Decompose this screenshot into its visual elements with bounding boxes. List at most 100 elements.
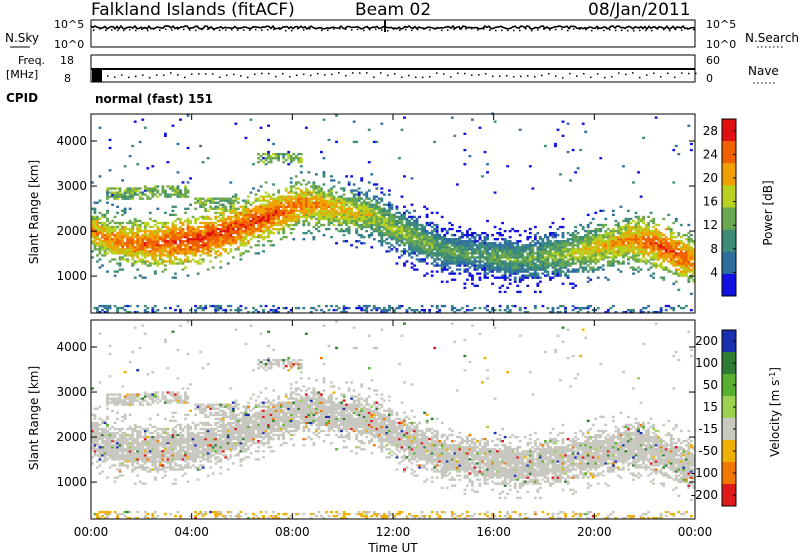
power-cell: [357, 187, 361, 190]
power-cell: [375, 199, 379, 202]
power-cell: [242, 238, 245, 241]
power-cell: [123, 197, 127, 200]
power-cell: [108, 260, 112, 263]
power-cell: [559, 260, 562, 263]
power-cell: [340, 227, 343, 231]
nave-dot: [107, 75, 109, 77]
power-cell: [252, 223, 255, 227]
power-cell: [531, 187, 535, 190]
power-cell: [116, 233, 119, 237]
power-cell: [141, 118, 145, 121]
power-cell: [511, 262, 515, 265]
power-cell: [360, 211, 364, 215]
power-cell: [239, 219, 243, 223]
power-cell: [649, 240, 653, 243]
power-cell: [174, 225, 177, 229]
power-cell: [143, 229, 147, 233]
power-cell: [342, 219, 346, 223]
power-cell: [146, 189, 150, 192]
power-cell: [360, 217, 364, 221]
power-cell: [453, 262, 457, 265]
power-cell: [277, 215, 281, 219]
power-cell: [420, 250, 424, 253]
power-cell: [516, 252, 520, 255]
power-cell: [398, 229, 401, 233]
power-cell: [642, 254, 645, 257]
power-cell: [101, 244, 104, 247]
power-cell: [601, 254, 605, 257]
power-cell: [423, 225, 427, 229]
power-cell: [609, 240, 613, 243]
power-cell: [282, 213, 286, 217]
power-cell: [493, 266, 497, 269]
power-cell: [327, 191, 331, 194]
power-cell: [372, 195, 376, 198]
power-cell: [257, 215, 260, 219]
power-cell: [289, 177, 293, 180]
power-cell: [393, 225, 396, 229]
power-cell: [199, 215, 203, 219]
power-cell: [234, 211, 238, 215]
power-cell: [146, 221, 150, 225]
power-cell: [229, 238, 233, 241]
power-cell: [128, 238, 132, 241]
power-cell: [395, 231, 399, 235]
power-cell: [604, 250, 608, 253]
power-cell: [443, 233, 447, 237]
power-cell: [622, 233, 625, 237]
power-cell: [357, 195, 361, 198]
power-cell: [647, 244, 650, 247]
power-cell: [375, 223, 379, 227]
power-cell: [345, 217, 348, 221]
power-cell: [229, 233, 233, 237]
power-cell: [322, 197, 326, 200]
power-cell: [259, 215, 263, 219]
power-cell: [556, 242, 560, 245]
power-cell: [491, 242, 494, 245]
power-cell: [330, 217, 333, 221]
power-cell: [365, 225, 369, 229]
power-cell: [493, 262, 497, 265]
power-cell: [445, 229, 449, 233]
power-cell: [491, 268, 494, 271]
power-cell: [516, 256, 520, 259]
power-cell: [317, 193, 321, 196]
power-cell: [647, 223, 650, 227]
power-cell: [463, 260, 467, 263]
power-cell: [302, 215, 306, 219]
power-cell: [221, 211, 225, 215]
power-cell: [219, 231, 223, 235]
power-cell: [601, 238, 605, 241]
power-cell: [385, 225, 389, 229]
power-cell: [370, 173, 374, 176]
power-cell: [385, 227, 389, 231]
power-cell: [184, 231, 187, 235]
power-cell: [335, 209, 338, 212]
power-cell: [473, 256, 477, 259]
power-cell: [564, 256, 567, 259]
power-cell: [292, 227, 296, 231]
power-cell: [549, 276, 552, 279]
power-cell: [156, 254, 160, 257]
power-cell: [292, 215, 296, 219]
power-cell: [465, 260, 469, 263]
power-cell: [471, 254, 474, 257]
power-cell: [604, 217, 608, 221]
noise-search-dot: [669, 29, 671, 32]
power-cell: [503, 252, 507, 255]
power-cell: [619, 238, 623, 241]
power-cell: [544, 248, 547, 251]
power-cell: [325, 203, 328, 206]
power-cell: [153, 238, 157, 241]
power-cell: [224, 242, 228, 245]
power-cell: [204, 304, 208, 308]
power-cell: [118, 250, 122, 253]
power-cell: [216, 240, 220, 243]
power-cell: [169, 185, 172, 188]
power-cell: [589, 250, 593, 253]
power-cell: [257, 227, 260, 231]
power-cell: [589, 304, 593, 308]
power-cell: [639, 308, 643, 312]
power-cell: [538, 290, 542, 294]
noise-search-dot: [471, 28, 473, 30]
